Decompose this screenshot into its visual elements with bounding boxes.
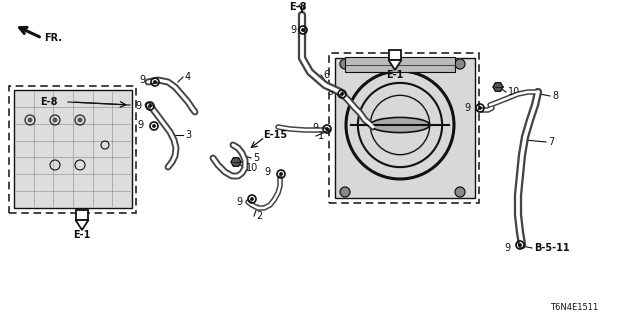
Text: 9: 9 bbox=[139, 75, 145, 85]
Circle shape bbox=[28, 117, 33, 123]
Polygon shape bbox=[388, 60, 401, 70]
Text: 3: 3 bbox=[185, 130, 191, 140]
FancyBboxPatch shape bbox=[9, 86, 136, 213]
Text: 2: 2 bbox=[256, 211, 262, 221]
Text: E-15: E-15 bbox=[263, 130, 287, 140]
Circle shape bbox=[518, 244, 522, 246]
Text: 9: 9 bbox=[327, 87, 333, 97]
Text: 9: 9 bbox=[464, 103, 470, 113]
Text: 9: 9 bbox=[137, 120, 143, 130]
Text: 9: 9 bbox=[236, 197, 242, 207]
Text: E-1: E-1 bbox=[387, 70, 404, 80]
Circle shape bbox=[250, 197, 253, 201]
Text: B-5-11: B-5-11 bbox=[534, 243, 570, 253]
Circle shape bbox=[455, 187, 465, 197]
Text: 8: 8 bbox=[552, 91, 558, 101]
Circle shape bbox=[479, 107, 481, 109]
Text: 7: 7 bbox=[548, 137, 554, 147]
Text: 10: 10 bbox=[246, 163, 259, 173]
Bar bbox=[14, 90, 132, 208]
Circle shape bbox=[52, 117, 58, 123]
Text: 9: 9 bbox=[504, 243, 510, 253]
Text: 9: 9 bbox=[264, 167, 270, 177]
Bar bbox=[335, 58, 475, 198]
Text: T6N4E1511: T6N4E1511 bbox=[550, 303, 598, 312]
FancyBboxPatch shape bbox=[329, 53, 479, 203]
Text: 1: 1 bbox=[318, 131, 324, 141]
Text: 9: 9 bbox=[312, 123, 318, 133]
Circle shape bbox=[77, 117, 83, 123]
Text: E-8: E-8 bbox=[40, 97, 58, 107]
Text: 4: 4 bbox=[185, 72, 191, 82]
Circle shape bbox=[301, 28, 305, 32]
Text: E-8: E-8 bbox=[289, 2, 307, 12]
Text: 9: 9 bbox=[290, 25, 296, 35]
Polygon shape bbox=[231, 158, 241, 166]
Ellipse shape bbox=[371, 117, 429, 132]
Text: 10: 10 bbox=[508, 87, 520, 97]
Bar bbox=[76, 210, 88, 220]
Text: FR.: FR. bbox=[44, 33, 62, 43]
Circle shape bbox=[154, 81, 157, 84]
Circle shape bbox=[340, 187, 350, 197]
Polygon shape bbox=[76, 220, 88, 230]
Bar bbox=[389, 50, 401, 60]
Circle shape bbox=[340, 59, 350, 69]
Text: E-1: E-1 bbox=[74, 230, 91, 240]
Text: 9: 9 bbox=[135, 101, 141, 111]
Polygon shape bbox=[493, 83, 503, 91]
Circle shape bbox=[340, 92, 344, 96]
Circle shape bbox=[326, 127, 328, 131]
Circle shape bbox=[152, 124, 156, 128]
Circle shape bbox=[455, 59, 465, 69]
Text: 6: 6 bbox=[323, 70, 329, 80]
Bar bbox=[345, 57, 455, 72]
Circle shape bbox=[148, 104, 152, 108]
Circle shape bbox=[280, 172, 282, 176]
Text: 5: 5 bbox=[253, 153, 259, 163]
